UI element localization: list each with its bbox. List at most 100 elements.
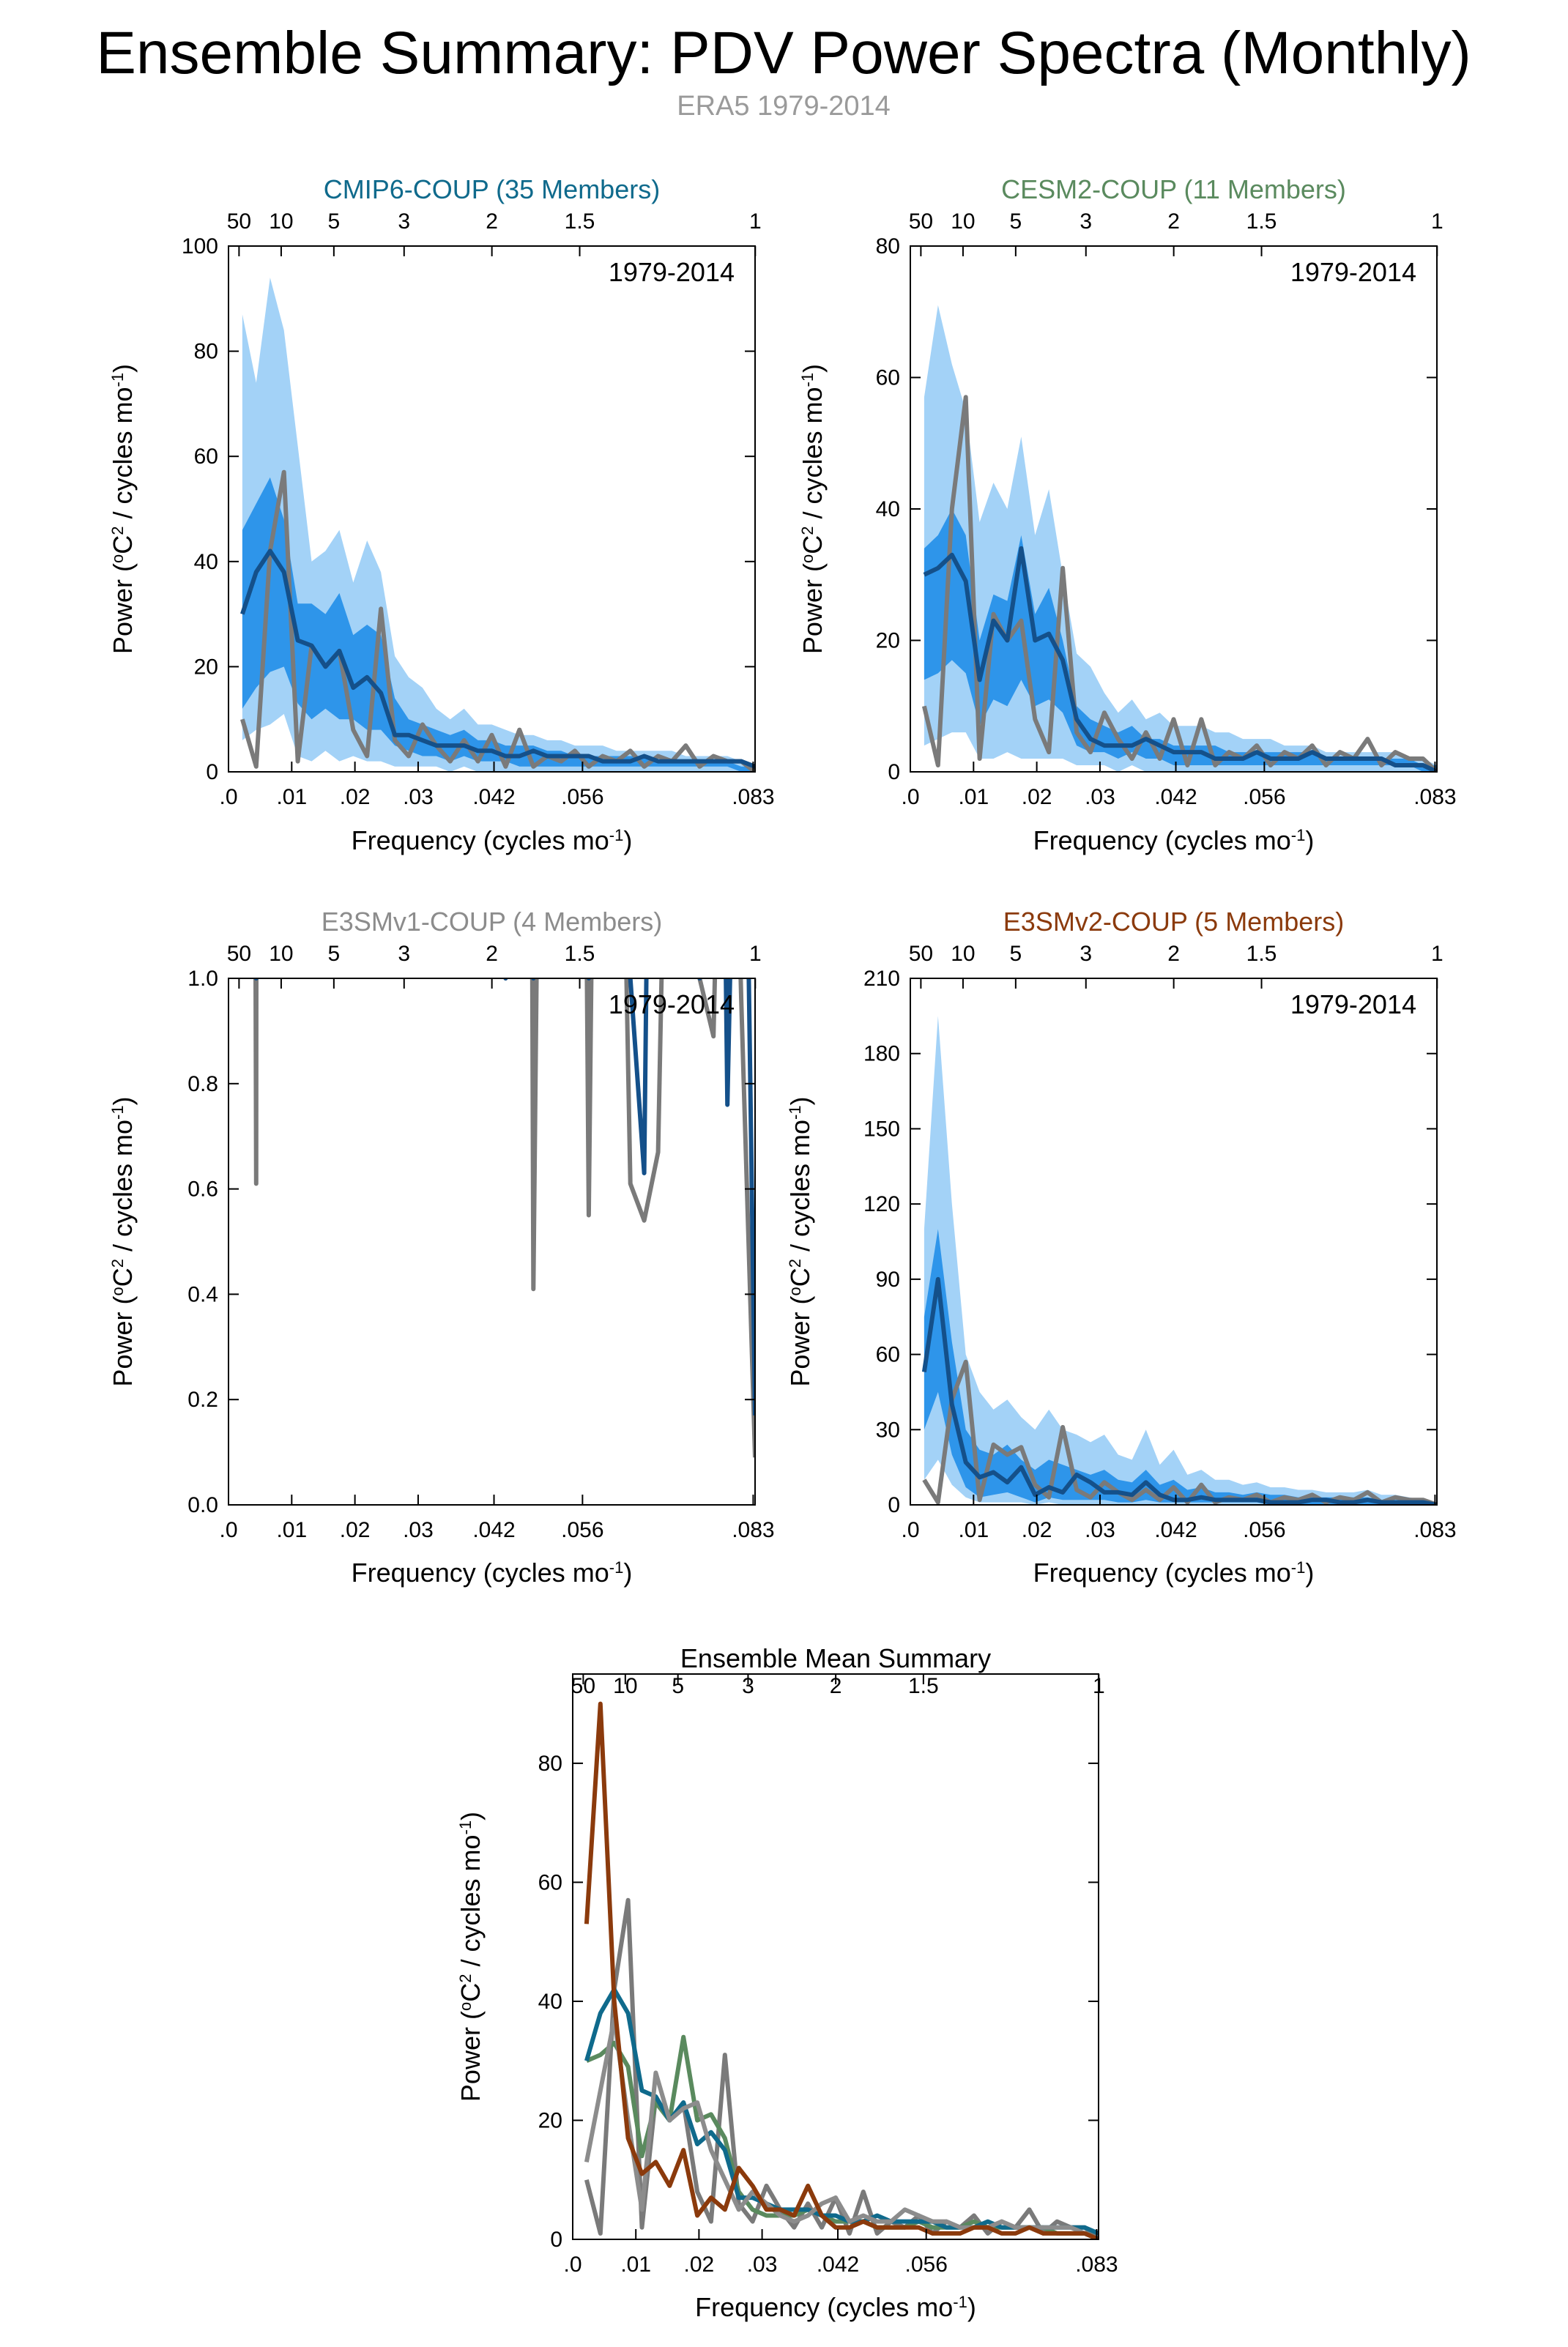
x-tick-label: .083 — [732, 1518, 774, 1542]
y-tick-label: 210 — [863, 967, 900, 991]
y-tick-label: 60 — [194, 445, 218, 469]
y-tick-label: 180 — [863, 1042, 900, 1066]
series-ensemble-mean — [240, 548, 755, 769]
panel-2: 0 20 40 60 80 .0 .01 .02 .03 .042 .056 .083 50 10 5 3 2 1… — [798, 174, 1457, 855]
series-observed — [922, 1359, 1437, 1505]
period-label: 1979-2014 — [609, 257, 735, 287]
x-tick-label: .056 — [1243, 785, 1285, 809]
plot-frame — [228, 978, 756, 1506]
y-tick-label: 0.4 — [187, 1282, 218, 1306]
panel-3: 0.0 0.2 0.4 0.6 0.8 1.0 .0 .01 .02 .03 .042 .056 .08… — [108, 907, 775, 1588]
series-CMIP6-COUP — [584, 1987, 1099, 2236]
y-tick-label: 80 — [194, 340, 218, 364]
panel-title: CMIP6-COUP (35 Members) — [324, 174, 660, 204]
y-tick-label: 40 — [876, 497, 900, 521]
x-tick-label: .03 — [403, 785, 434, 809]
y-tick-label: 0 — [888, 760, 900, 784]
panel-5: 0 20 40 60 80 .0 .01 .02 .03 .042 .056 .083 50 10 5 3 2 1… — [456, 1643, 1118, 2322]
x-tick-label: .03 — [1085, 785, 1115, 809]
period-tick-label: 1.5 — [908, 1674, 939, 1698]
x-tick-label: .02 — [340, 1518, 371, 1542]
period-tick-label: 1.5 — [1246, 942, 1277, 966]
period-tick-label: 1.5 — [1246, 209, 1277, 234]
period-tick-label: 50 — [909, 209, 933, 234]
y-tick-label: 90 — [876, 1268, 900, 1292]
period-tick-label: 1.5 — [565, 209, 595, 234]
x-tick-label: .02 — [684, 2253, 715, 2277]
x-axis-label: Frequency (cycles mo-1) — [1033, 1558, 1315, 1588]
period-tick-label: 10 — [269, 209, 293, 234]
y-tick-label: 0.8 — [187, 1072, 218, 1096]
y-tick-label: 1.0 — [187, 967, 218, 991]
period-tick-label: 5 — [1010, 942, 1022, 966]
x-tick-label: .03 — [1085, 1518, 1115, 1542]
x-tick-label: .056 — [561, 1518, 603, 1542]
panel-title: E3SMv2-COUP (5 Members) — [1003, 907, 1344, 937]
x-tick-label: .01 — [276, 785, 307, 809]
period-tick-label: 10 — [951, 209, 975, 234]
period-tick-label: 1 — [1093, 1674, 1105, 1698]
period-tick-label: 3 — [398, 209, 410, 234]
y-tick-label: 120 — [863, 1192, 900, 1216]
panel-title: E3SMv1-COUP (4 Members) — [322, 907, 662, 937]
period-tick-label: 2 — [830, 1674, 842, 1698]
x-tick-label: .02 — [340, 785, 371, 809]
y-tick-label: 80 — [876, 234, 900, 258]
panel-title: CESM2-COUP (11 Members) — [1001, 174, 1346, 204]
plot-area — [921, 305, 1437, 772]
x-tick-label: .083 — [732, 785, 774, 809]
x-tick-label: .01 — [276, 1518, 307, 1542]
x-tick-label: .01 — [958, 785, 989, 809]
panel-1: 0 20 40 60 80 100 .0 .01 .02 .03 .042 .056 .083 50 10 5… — [108, 174, 775, 855]
period-tick-label: 50 — [909, 942, 933, 966]
x-tick-label: .083 — [1075, 2253, 1118, 2277]
x-tick-label: .056 — [561, 785, 603, 809]
period-tick-label: 1 — [1431, 209, 1443, 234]
y-tick-label: 30 — [876, 1418, 900, 1442]
y-tick-label: 20 — [538, 2108, 562, 2132]
x-tick-label: .042 — [472, 785, 515, 809]
series-E3SMv1-COUP — [584, 2017, 1099, 2239]
period-tick-label: 3 — [1080, 209, 1092, 234]
series-observed — [584, 1897, 1099, 2239]
figure-subtitle: ERA5 1979-2014 — [677, 91, 891, 122]
period-tick-label: 5 — [1010, 209, 1022, 234]
x-tick-label: .0 — [219, 785, 237, 809]
y-tick-label: 0 — [206, 760, 218, 784]
y-tick-label: 20 — [194, 655, 218, 679]
period-tick-label: 1 — [749, 942, 762, 966]
period-tick-label: 10 — [613, 1674, 637, 1698]
period-tick-label: 2 — [486, 942, 498, 966]
y-tick-label: 0 — [550, 2228, 562, 2252]
y-axis-label: Power (oC2 / cycles mo-1) — [456, 1812, 486, 2102]
y-tick-label: 40 — [194, 550, 218, 574]
y-tick-label: 20 — [876, 629, 900, 653]
period-tick-label: 5 — [328, 942, 341, 966]
x-axis-label: Frequency (cycles mo-1) — [352, 825, 633, 855]
panel-4: 0306090120150180210.0.01.02.03.042.056.0… — [785, 907, 1457, 1588]
x-tick-label: .0 — [901, 1518, 919, 1542]
series-ensemble-mean — [923, 546, 1437, 772]
series-ensemble-mean — [921, 1276, 1437, 1505]
x-tick-label: .02 — [1022, 785, 1052, 809]
x-tick-label: .0 — [563, 2253, 582, 2277]
period-tick-label: 2 — [1167, 209, 1180, 234]
plot-area — [921, 1016, 1437, 1505]
x-tick-label: .03 — [403, 1518, 434, 1542]
x-tick-label: .056 — [1243, 1518, 1285, 1542]
x-tick-label: .042 — [472, 1518, 515, 1542]
period-tick-label: 5 — [672, 1674, 684, 1698]
x-tick-label: .0 — [219, 1518, 237, 1542]
period-tick-label: 3 — [398, 942, 410, 966]
x-axis-label: Frequency (cycles mo-1) — [1033, 825, 1315, 855]
y-tick-label: 0.6 — [187, 1178, 218, 1202]
period-tick-label: 3 — [742, 1674, 754, 1698]
x-tick-label: .03 — [747, 2253, 778, 2277]
y-axis-label: Power (oC2 / cycles mo-1) — [108, 1096, 138, 1386]
y-tick-label: 60 — [876, 366, 900, 390]
spread-band-inner — [924, 509, 1437, 772]
y-axis-label: Power (oC2 / cycles mo-1) — [798, 364, 828, 654]
y-axis-label: Power (oC2 / cycles mo-1) — [108, 364, 138, 654]
y-tick-label: 100 — [182, 234, 218, 258]
